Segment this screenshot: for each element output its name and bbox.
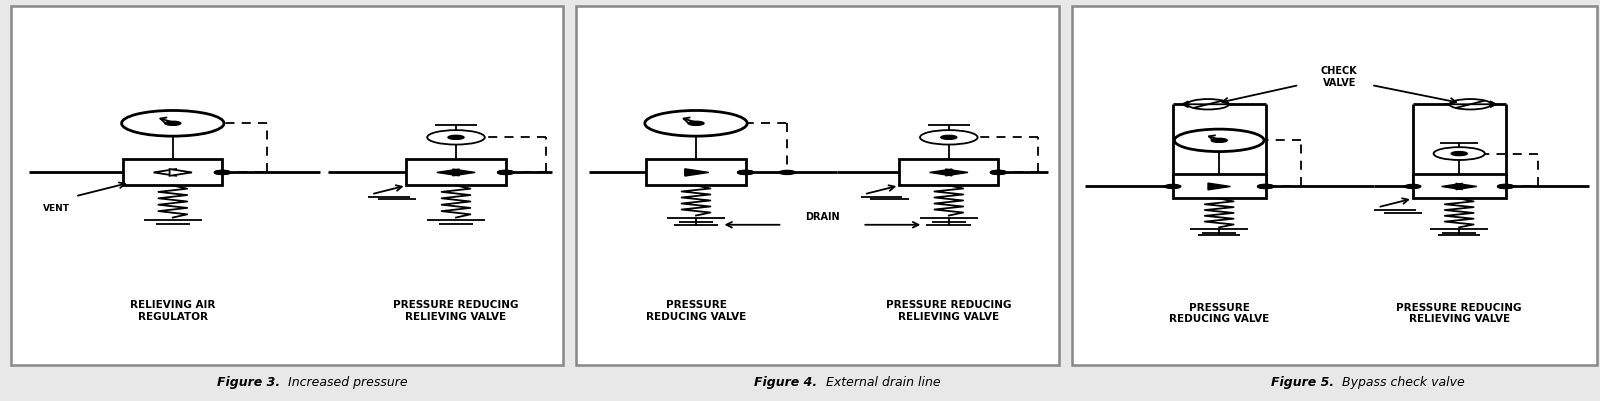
Text: PRESSURE
REDUCING VALVE: PRESSURE REDUCING VALVE — [1170, 303, 1269, 324]
Text: DRAIN: DRAIN — [805, 212, 840, 221]
Text: Bypass check valve: Bypass check valve — [1334, 377, 1466, 389]
Polygon shape — [946, 169, 968, 176]
Circle shape — [1187, 99, 1229, 109]
Circle shape — [427, 130, 485, 145]
Polygon shape — [437, 169, 459, 176]
Text: PRESSURE REDUCING
RELIEVING VALVE: PRESSURE REDUCING RELIEVING VALVE — [394, 300, 518, 322]
Polygon shape — [453, 169, 475, 176]
Polygon shape — [1456, 183, 1477, 190]
Bar — [1173, 174, 1266, 198]
Bar — [1413, 174, 1506, 198]
Text: Figure 3.: Figure 3. — [218, 377, 280, 389]
Text: PRESSURE
REDUCING VALVE: PRESSURE REDUCING VALVE — [646, 300, 746, 322]
Circle shape — [214, 170, 230, 174]
Text: Increased pressure: Increased pressure — [280, 377, 408, 389]
Bar — [899, 159, 998, 185]
Circle shape — [122, 111, 224, 136]
Bar — [406, 159, 506, 185]
Circle shape — [941, 136, 957, 140]
Circle shape — [498, 170, 514, 174]
Circle shape — [1498, 184, 1514, 188]
Circle shape — [990, 170, 1006, 174]
Circle shape — [920, 130, 978, 145]
Circle shape — [1174, 129, 1264, 152]
Circle shape — [1434, 147, 1485, 160]
Circle shape — [1405, 184, 1421, 188]
Circle shape — [738, 170, 754, 174]
Polygon shape — [685, 169, 709, 176]
Circle shape — [1211, 138, 1227, 142]
Circle shape — [1258, 184, 1274, 188]
Polygon shape — [154, 169, 176, 176]
Circle shape — [738, 170, 754, 174]
Text: External drain line: External drain line — [818, 377, 941, 389]
Polygon shape — [1442, 183, 1462, 190]
Circle shape — [1498, 184, 1514, 188]
Circle shape — [498, 170, 514, 174]
Text: RELIEVING AIR
REGULATOR: RELIEVING AIR REGULATOR — [130, 300, 216, 322]
Circle shape — [645, 111, 747, 136]
Circle shape — [448, 136, 464, 140]
Text: Figure 4.: Figure 4. — [755, 377, 818, 389]
Bar — [123, 159, 222, 185]
Bar — [576, 6, 1059, 365]
Text: CHECK
VALVE: CHECK VALVE — [1322, 66, 1357, 88]
Bar — [646, 159, 746, 185]
Text: Figure 5.: Figure 5. — [1272, 377, 1334, 389]
Circle shape — [1258, 184, 1274, 188]
Bar — [1072, 6, 1597, 365]
Polygon shape — [930, 169, 952, 176]
Circle shape — [214, 170, 230, 174]
Circle shape — [1450, 99, 1491, 109]
Circle shape — [688, 122, 704, 126]
Bar — [11, 6, 563, 365]
Text: PRESSURE REDUCING
RELIEVING VALVE: PRESSURE REDUCING RELIEVING VALVE — [886, 300, 1011, 322]
Polygon shape — [1208, 183, 1230, 190]
Circle shape — [165, 122, 181, 126]
Circle shape — [1451, 152, 1467, 156]
Text: PRESSURE REDUCING
RELIEVING VALVE: PRESSURE REDUCING RELIEVING VALVE — [1397, 303, 1522, 324]
Circle shape — [1165, 184, 1181, 188]
Text: VENT: VENT — [43, 205, 69, 213]
Circle shape — [779, 170, 795, 174]
Polygon shape — [170, 169, 192, 176]
Circle shape — [990, 170, 1006, 174]
